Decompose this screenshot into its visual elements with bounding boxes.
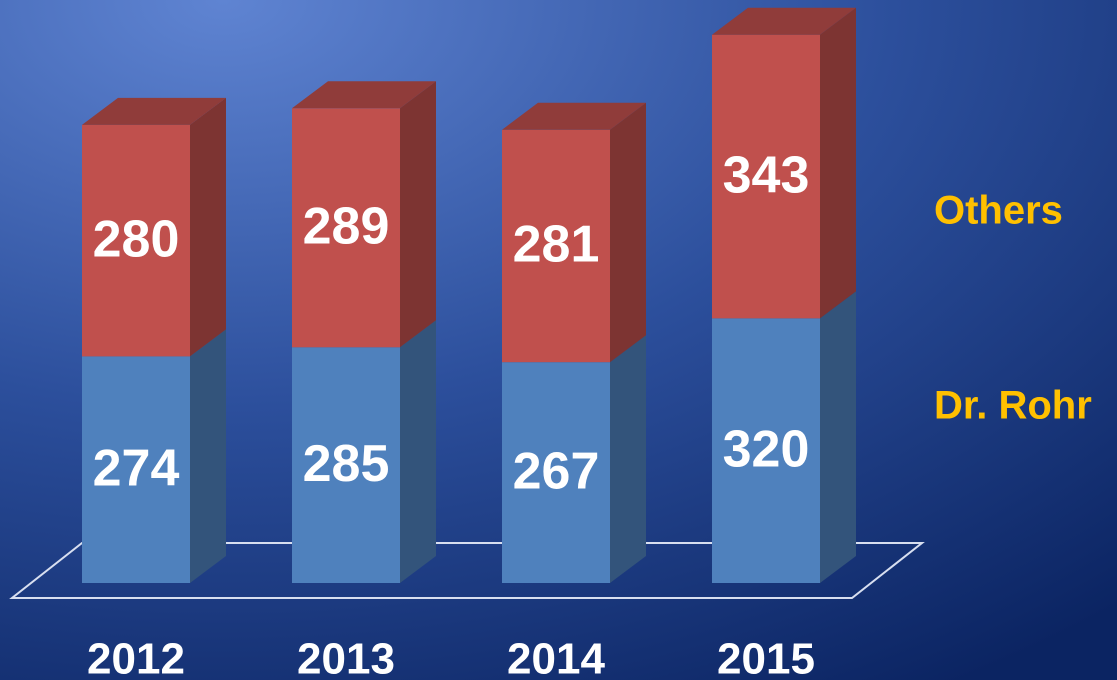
bar-face	[502, 129, 610, 363]
bar-face	[712, 7, 856, 35]
bar-face	[712, 34, 820, 319]
bar-face	[502, 362, 610, 583]
bar-face	[82, 124, 190, 357]
bar-face	[712, 318, 820, 583]
data-label: 267	[513, 442, 600, 500]
data-label: 289	[303, 198, 390, 256]
bar-segment	[292, 81, 436, 348]
x-tick-label: 2013	[297, 635, 395, 680]
data-label: 320	[723, 420, 810, 478]
legend-label: Others	[934, 189, 1063, 233]
bar-face	[292, 81, 436, 109]
data-label: 285	[303, 435, 390, 493]
bar-face	[820, 7, 856, 319]
bar-segment	[292, 320, 436, 583]
x-tick-label: 2015	[717, 635, 815, 680]
bar-face	[190, 329, 226, 583]
data-label: 274	[93, 439, 180, 497]
bar-face	[292, 347, 400, 583]
bar-face	[400, 81, 436, 348]
bar-face	[292, 108, 400, 348]
bar-face	[610, 102, 646, 363]
bar-segment	[82, 97, 226, 357]
bar-face	[190, 97, 226, 357]
bar-face	[610, 335, 646, 583]
bar-segment	[712, 7, 856, 319]
x-tick-label: 2014	[507, 635, 605, 680]
bar-face	[400, 320, 436, 583]
bar-segment	[502, 335, 646, 583]
floor	[9, 542, 925, 599]
bar-face	[82, 97, 226, 125]
bar-segment	[82, 329, 226, 583]
data-label: 281	[513, 216, 600, 274]
data-label: 280	[93, 210, 180, 268]
bar-face	[502, 102, 646, 130]
bar-segment	[712, 291, 856, 583]
data-label: 343	[723, 146, 810, 204]
x-tick-label: 2012	[87, 635, 185, 680]
legend-label: Dr. Rohr	[934, 384, 1092, 428]
bar-face	[82, 356, 190, 583]
bar-segment	[502, 102, 646, 363]
bar-face	[820, 291, 856, 583]
